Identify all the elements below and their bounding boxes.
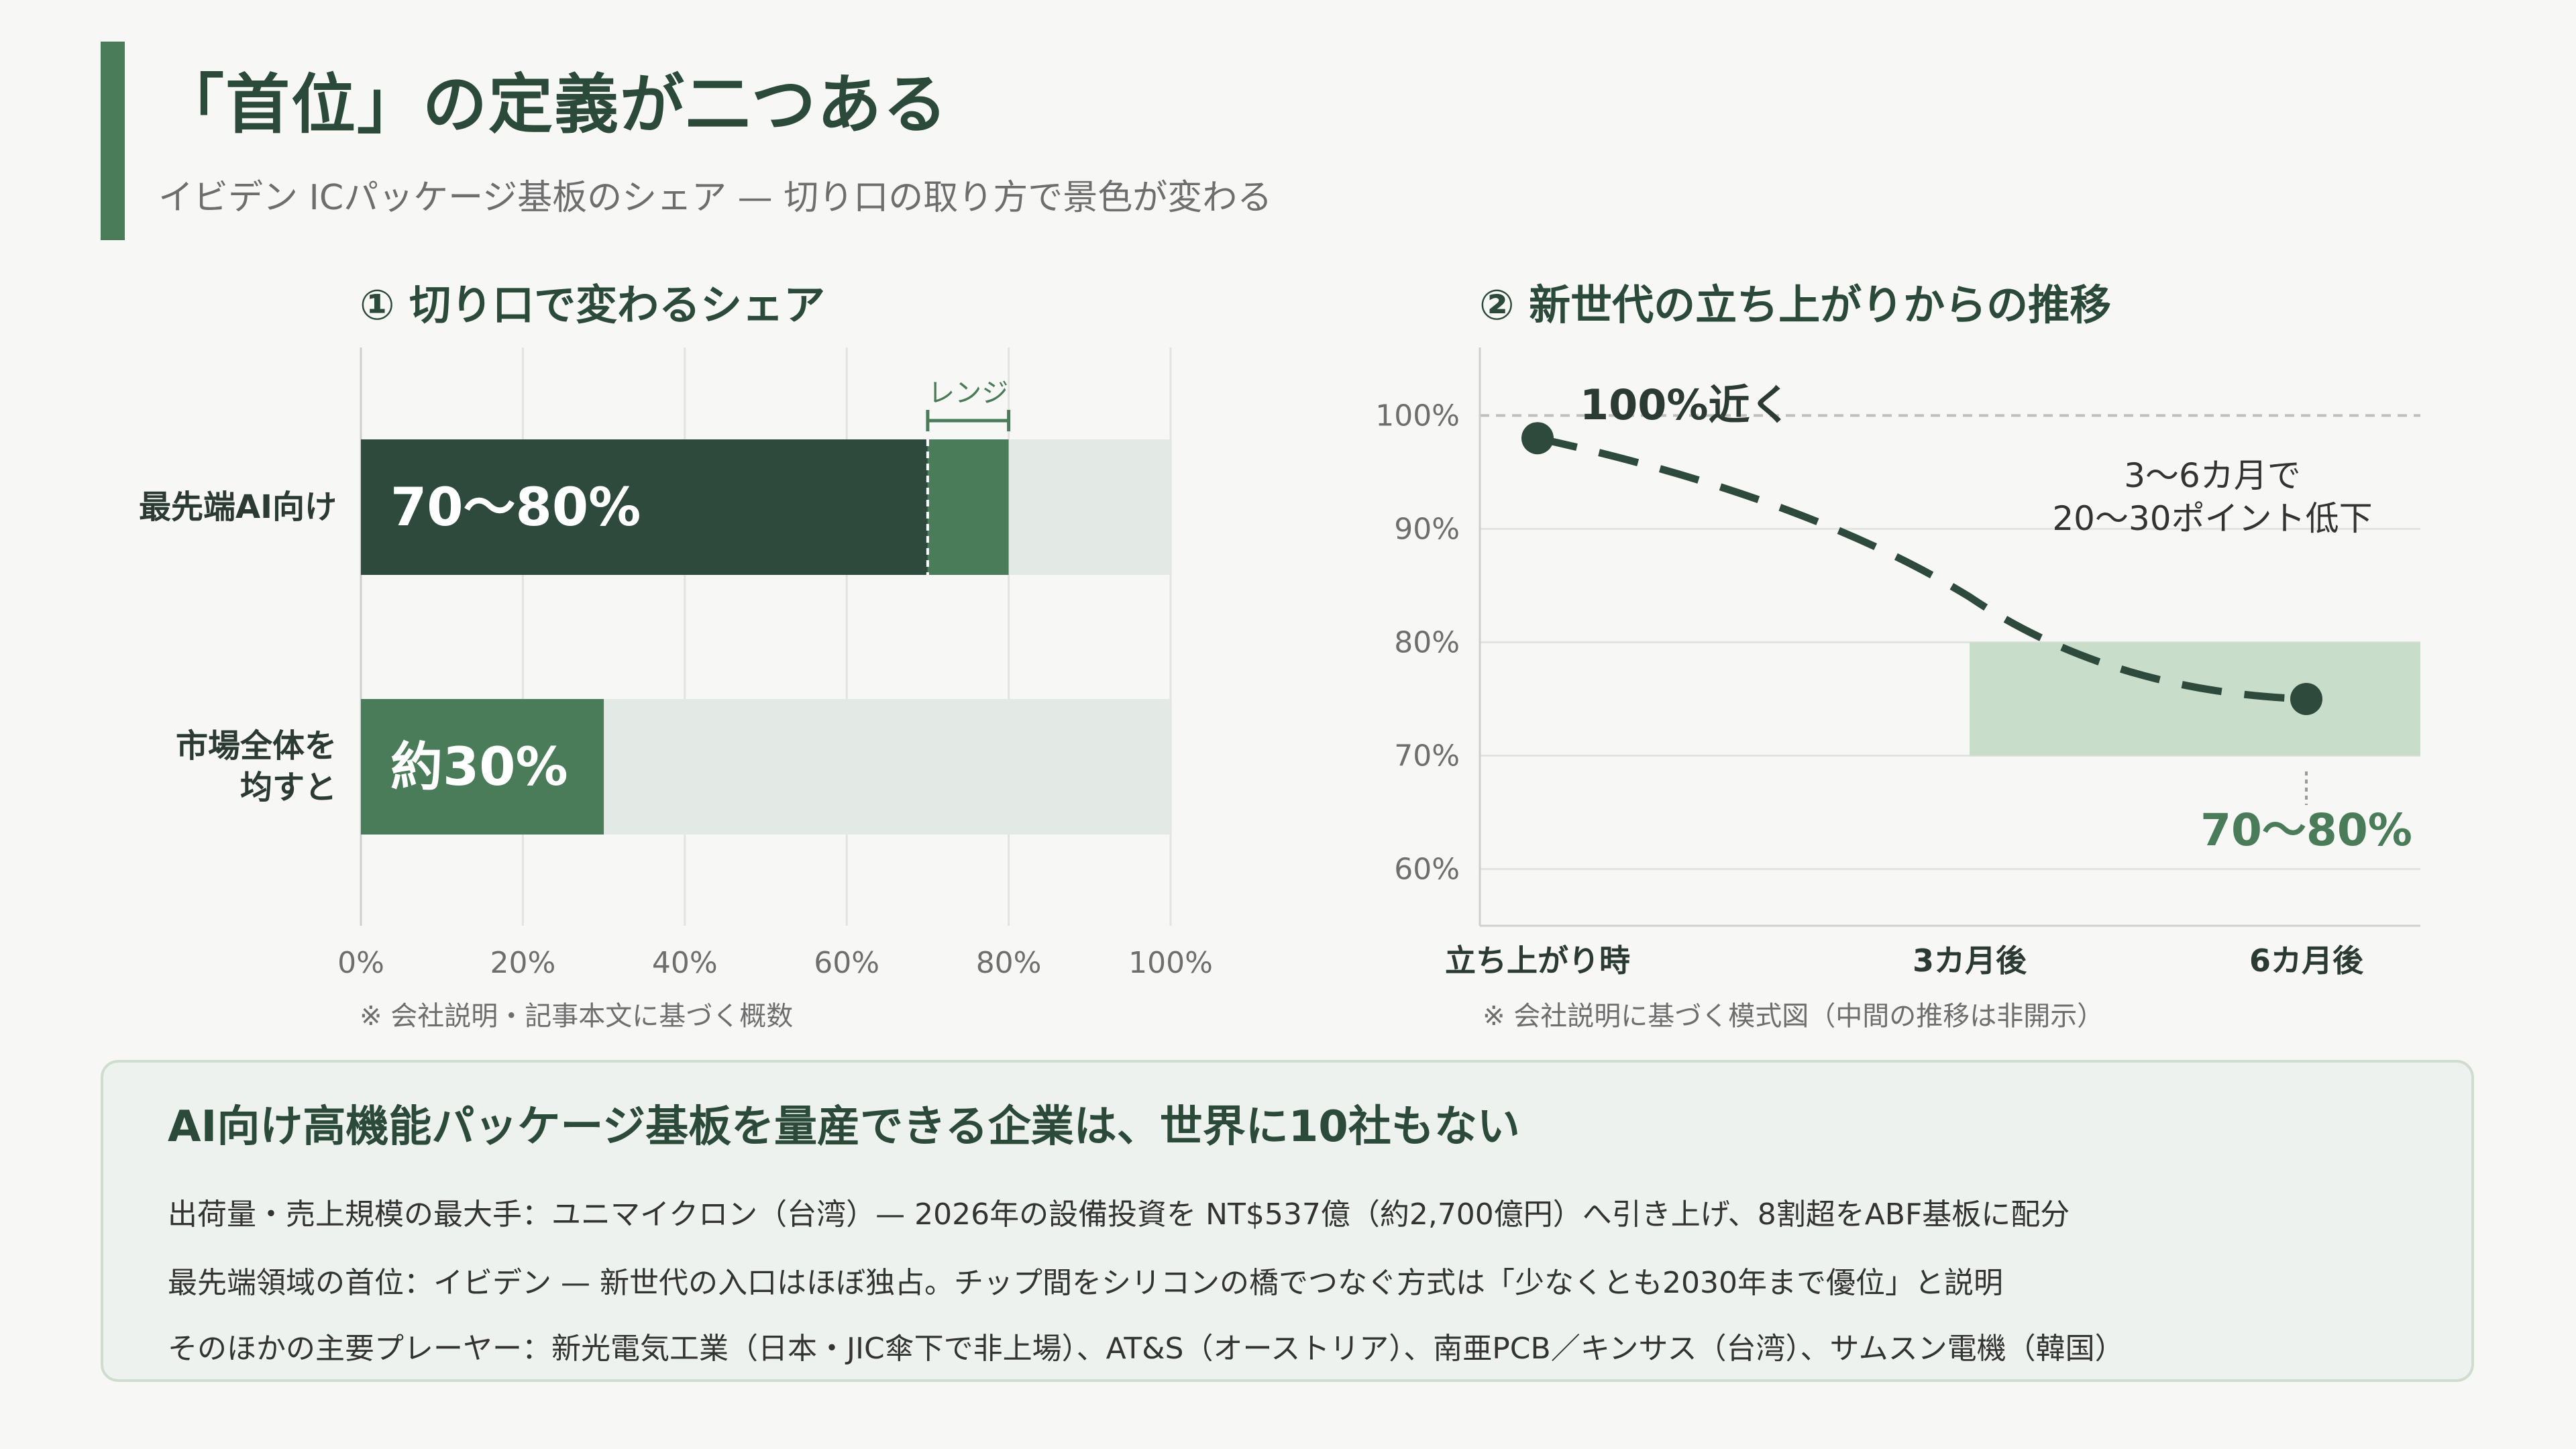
x-tick-label: 40% <box>652 946 718 980</box>
start-point <box>1521 422 1554 455</box>
category-label: 均すと <box>240 769 337 806</box>
page-subtitle: イビデン ICパッケージ基板のシェア — 切り口の取り方で景色が変わる <box>158 178 1273 218</box>
bar-data-label: 約30% <box>390 737 568 798</box>
x-tick-label: 0% <box>337 946 384 980</box>
x-tick-label: 60% <box>814 946 879 980</box>
category-label: 最先端AI向け <box>139 488 337 526</box>
x-tick-label: 80% <box>976 946 1042 980</box>
drop-annotation-line2: 20〜30ポイント低下 <box>2052 499 2372 538</box>
chart2-title: ② 新世代の立ち上がりからの推移 <box>1479 280 2112 329</box>
y-tick-label: 100% <box>1375 398 1460 433</box>
y-tick-label: 90% <box>1394 512 1460 546</box>
drop-annotation-line1: 3〜6カ月で <box>2124 456 2301 495</box>
y-tick-label: 80% <box>1394 625 1460 659</box>
bar-range-segment <box>927 439 1009 575</box>
range-label: レンジ <box>928 378 1008 409</box>
y-tick-label: 70% <box>1394 739 1460 773</box>
category-label: 市場全体を <box>176 727 337 765</box>
title-accent-bar <box>101 42 125 240</box>
chart1-title: ① 切り口で変わるシェア <box>360 280 826 329</box>
page-title: 「首位」の定義が二つある <box>160 67 949 142</box>
bar-data-label: 70〜80% <box>390 478 641 538</box>
trend-line <box>1536 434 2307 703</box>
summary-line-ibiden: 最先端領域の首位：イビデン — 新世代の入口はほぼ独占。チップ間をシリコンの橋で… <box>168 1266 2003 1300</box>
x-tick-label: 立ち上がり時 <box>1445 943 1630 979</box>
start-annotation: 100%近く <box>1580 380 1792 429</box>
y-tick-label: 60% <box>1394 852 1460 886</box>
x-tick-label: 6カ月後 <box>2249 943 2364 979</box>
summary-line-others: そのほかの主要プレーヤー：新光電気工業（日本・JIC傘下で非上場）、AT&S（オ… <box>168 1332 2125 1366</box>
x-tick-label: 20% <box>490 946 556 980</box>
summary-heading: AI向け高機能パッケージ基板を量産できる企業は、世界に10社もない <box>168 1102 1520 1152</box>
summary-box: AI向け高機能パッケージ基板を量産できる企業は、世界に10社もない 出荷量・売上… <box>101 1060 2474 1382</box>
bar-ai-segment <box>361 439 928 575</box>
end-annotation: 70〜80% <box>2200 804 2412 856</box>
end-point <box>2290 682 2322 715</box>
bar-market-segment <box>361 699 604 835</box>
x-tick-label: 100% <box>1128 946 1213 980</box>
x-tick-label: 3カ月後 <box>1913 943 2027 979</box>
summary-line-leader: 出荷量・売上規模の最大手：ユニマイクロン（台湾）— 2026年の設備投資を NT… <box>168 1197 2070 1232</box>
trend-line-chart: 100% 90% 80% 70% 60% 立ち上がり時 3カ月後 6カ月後 100%近く 70〜8… <box>1375 347 2420 979</box>
chart1-note: ※ 会社説明・記事本文に基づく概数 <box>360 1001 794 1032</box>
chart2-note: ※ 会社説明に基づく模式図（中間の推移は非開示） <box>1483 1001 2104 1032</box>
target-band <box>1970 642 2420 756</box>
